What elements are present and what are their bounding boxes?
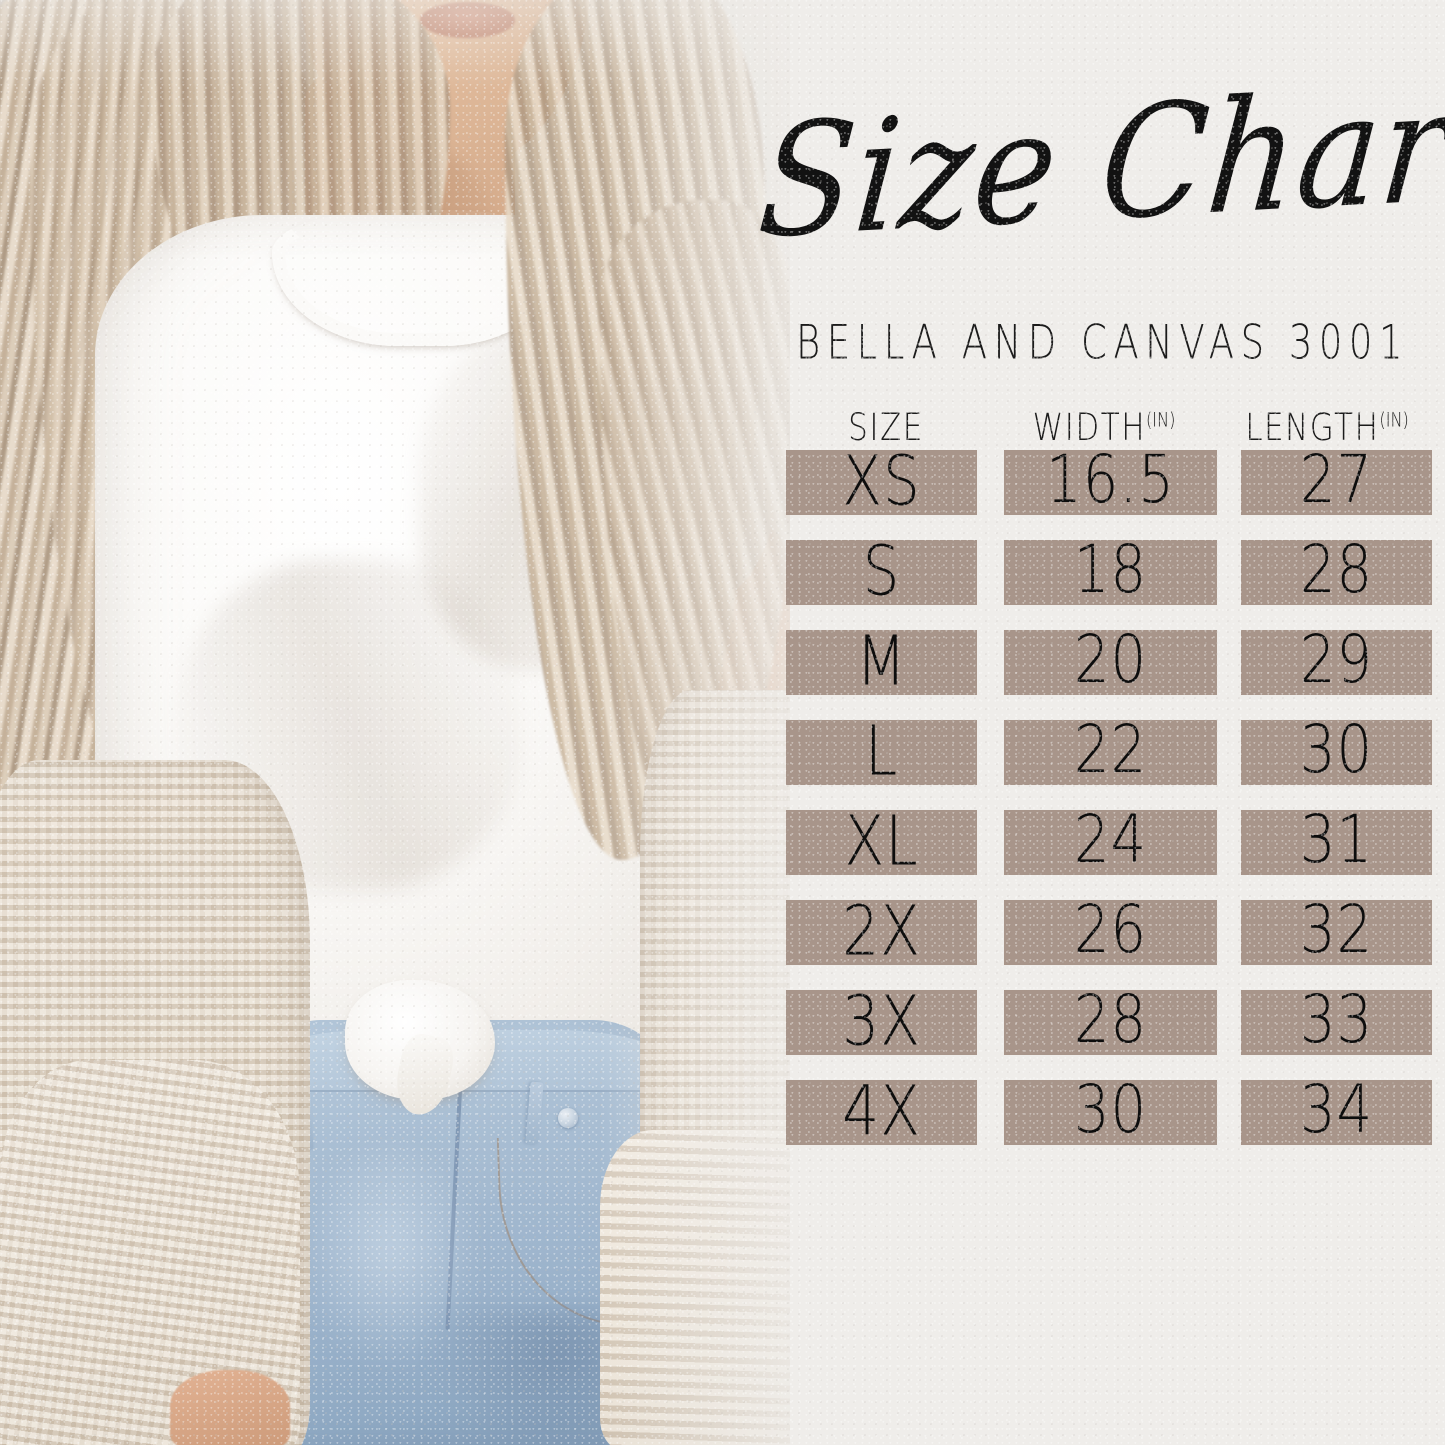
cell-length-value: 34 xyxy=(1299,1071,1374,1149)
column-header-length: LENGTH(IN) xyxy=(1222,406,1432,450)
cell-length-value: 31 xyxy=(1299,801,1374,879)
cell-size: L xyxy=(786,717,978,785)
page-title: Size Chart xyxy=(753,53,1445,273)
column-header-width-label: WIDTH xyxy=(1032,406,1147,450)
cell-width-value: 16.5 xyxy=(1046,441,1175,519)
cell-size-value: XL xyxy=(844,800,919,881)
table-row: 2X 26 32 xyxy=(786,891,1433,990)
column-header-size: SIZE xyxy=(786,406,986,450)
cell-width: 26 xyxy=(1004,891,1217,969)
cell-size-value: 4X xyxy=(842,1070,921,1151)
cell-length: 33 xyxy=(1240,981,1433,1059)
cell-length: 27 xyxy=(1240,441,1433,519)
cell-width: 22 xyxy=(1004,711,1217,789)
size-chart-panel: Size Chart BELLA AND CANVAS 3001 SIZE WI… xyxy=(753,0,1445,1445)
cell-width-value: 18 xyxy=(1073,531,1148,609)
column-header-width-unit: (IN) xyxy=(1146,408,1176,432)
cell-length-value: 29 xyxy=(1299,621,1374,699)
column-header-size-label: SIZE xyxy=(848,406,924,450)
model-hand xyxy=(170,1370,290,1445)
cell-length: 29 xyxy=(1240,621,1433,699)
cell-width-value: 26 xyxy=(1073,891,1148,969)
cell-width-value: 24 xyxy=(1073,801,1148,879)
cell-width: 18 xyxy=(1004,531,1217,609)
cell-width-value: 28 xyxy=(1073,981,1148,1059)
table-row: 3X 28 33 xyxy=(786,981,1433,1080)
cell-length: 30 xyxy=(1240,711,1433,789)
cell-size: S xyxy=(786,537,978,605)
cell-size: 2X xyxy=(786,897,978,965)
jeans-fade-highlight xyxy=(300,1150,480,1370)
page-title-text: Size Chart xyxy=(752,52,1445,274)
column-header-width: WIDTH(IN) xyxy=(986,406,1222,450)
table-row: L 22 30 xyxy=(786,711,1433,810)
cell-length: 34 xyxy=(1240,1071,1433,1149)
cell-size-value: L xyxy=(864,710,899,791)
cell-width: 20 xyxy=(1004,621,1217,699)
cell-width-value: 20 xyxy=(1073,621,1148,699)
table-row: 4X 30 34 xyxy=(786,1071,1433,1170)
cell-length-value: 32 xyxy=(1299,891,1374,969)
cell-size: M xyxy=(786,627,978,695)
cell-size-value: S xyxy=(862,530,901,611)
size-chart-table: SIZE WIDTH(IN) LENGTH(IN) XS 16.5 27 S 1… xyxy=(786,400,1433,1170)
cell-size-value: M xyxy=(856,620,908,701)
table-row: XL 24 31 xyxy=(786,801,1433,900)
cell-size-value: XS xyxy=(842,440,921,521)
cell-width-value: 30 xyxy=(1073,1071,1148,1149)
jeans-button xyxy=(558,1108,578,1128)
model-photo xyxy=(0,0,790,1445)
photo-right-fade xyxy=(600,0,790,1445)
cell-length: 32 xyxy=(1240,891,1433,969)
column-header-length-unit: (IN) xyxy=(1379,408,1409,432)
cell-size: 4X xyxy=(786,1077,978,1145)
cell-length-value: 30 xyxy=(1299,711,1374,789)
cell-size-value: 3X xyxy=(842,980,921,1061)
table-row: XS 16.5 27 xyxy=(786,441,1433,540)
cell-size-value: 2X xyxy=(842,890,921,971)
cell-length-value: 27 xyxy=(1299,441,1374,519)
cell-length: 28 xyxy=(1240,531,1433,609)
table-row: S 18 28 xyxy=(786,531,1433,630)
product-subtitle: BELLA AND CANVAS 3001 xyxy=(796,315,1409,371)
cell-length-value: 28 xyxy=(1299,531,1374,609)
cell-width: 30 xyxy=(1004,1071,1217,1149)
cell-width-value: 22 xyxy=(1073,711,1148,789)
column-header-length-label: LENGTH xyxy=(1245,406,1380,450)
cell-size: XL xyxy=(786,807,978,875)
cell-width: 16.5 xyxy=(1004,441,1217,519)
cell-size: 3X xyxy=(786,987,978,1055)
cell-width: 24 xyxy=(1004,801,1217,879)
table-header-row: SIZE WIDTH(IN) LENGTH(IN) xyxy=(786,400,1432,450)
cell-length: 31 xyxy=(1240,801,1433,879)
cell-length-value: 33 xyxy=(1299,981,1374,1059)
cell-size: XS xyxy=(786,447,978,515)
table-row: M 20 29 xyxy=(786,621,1433,720)
cell-width: 28 xyxy=(1004,981,1217,1059)
